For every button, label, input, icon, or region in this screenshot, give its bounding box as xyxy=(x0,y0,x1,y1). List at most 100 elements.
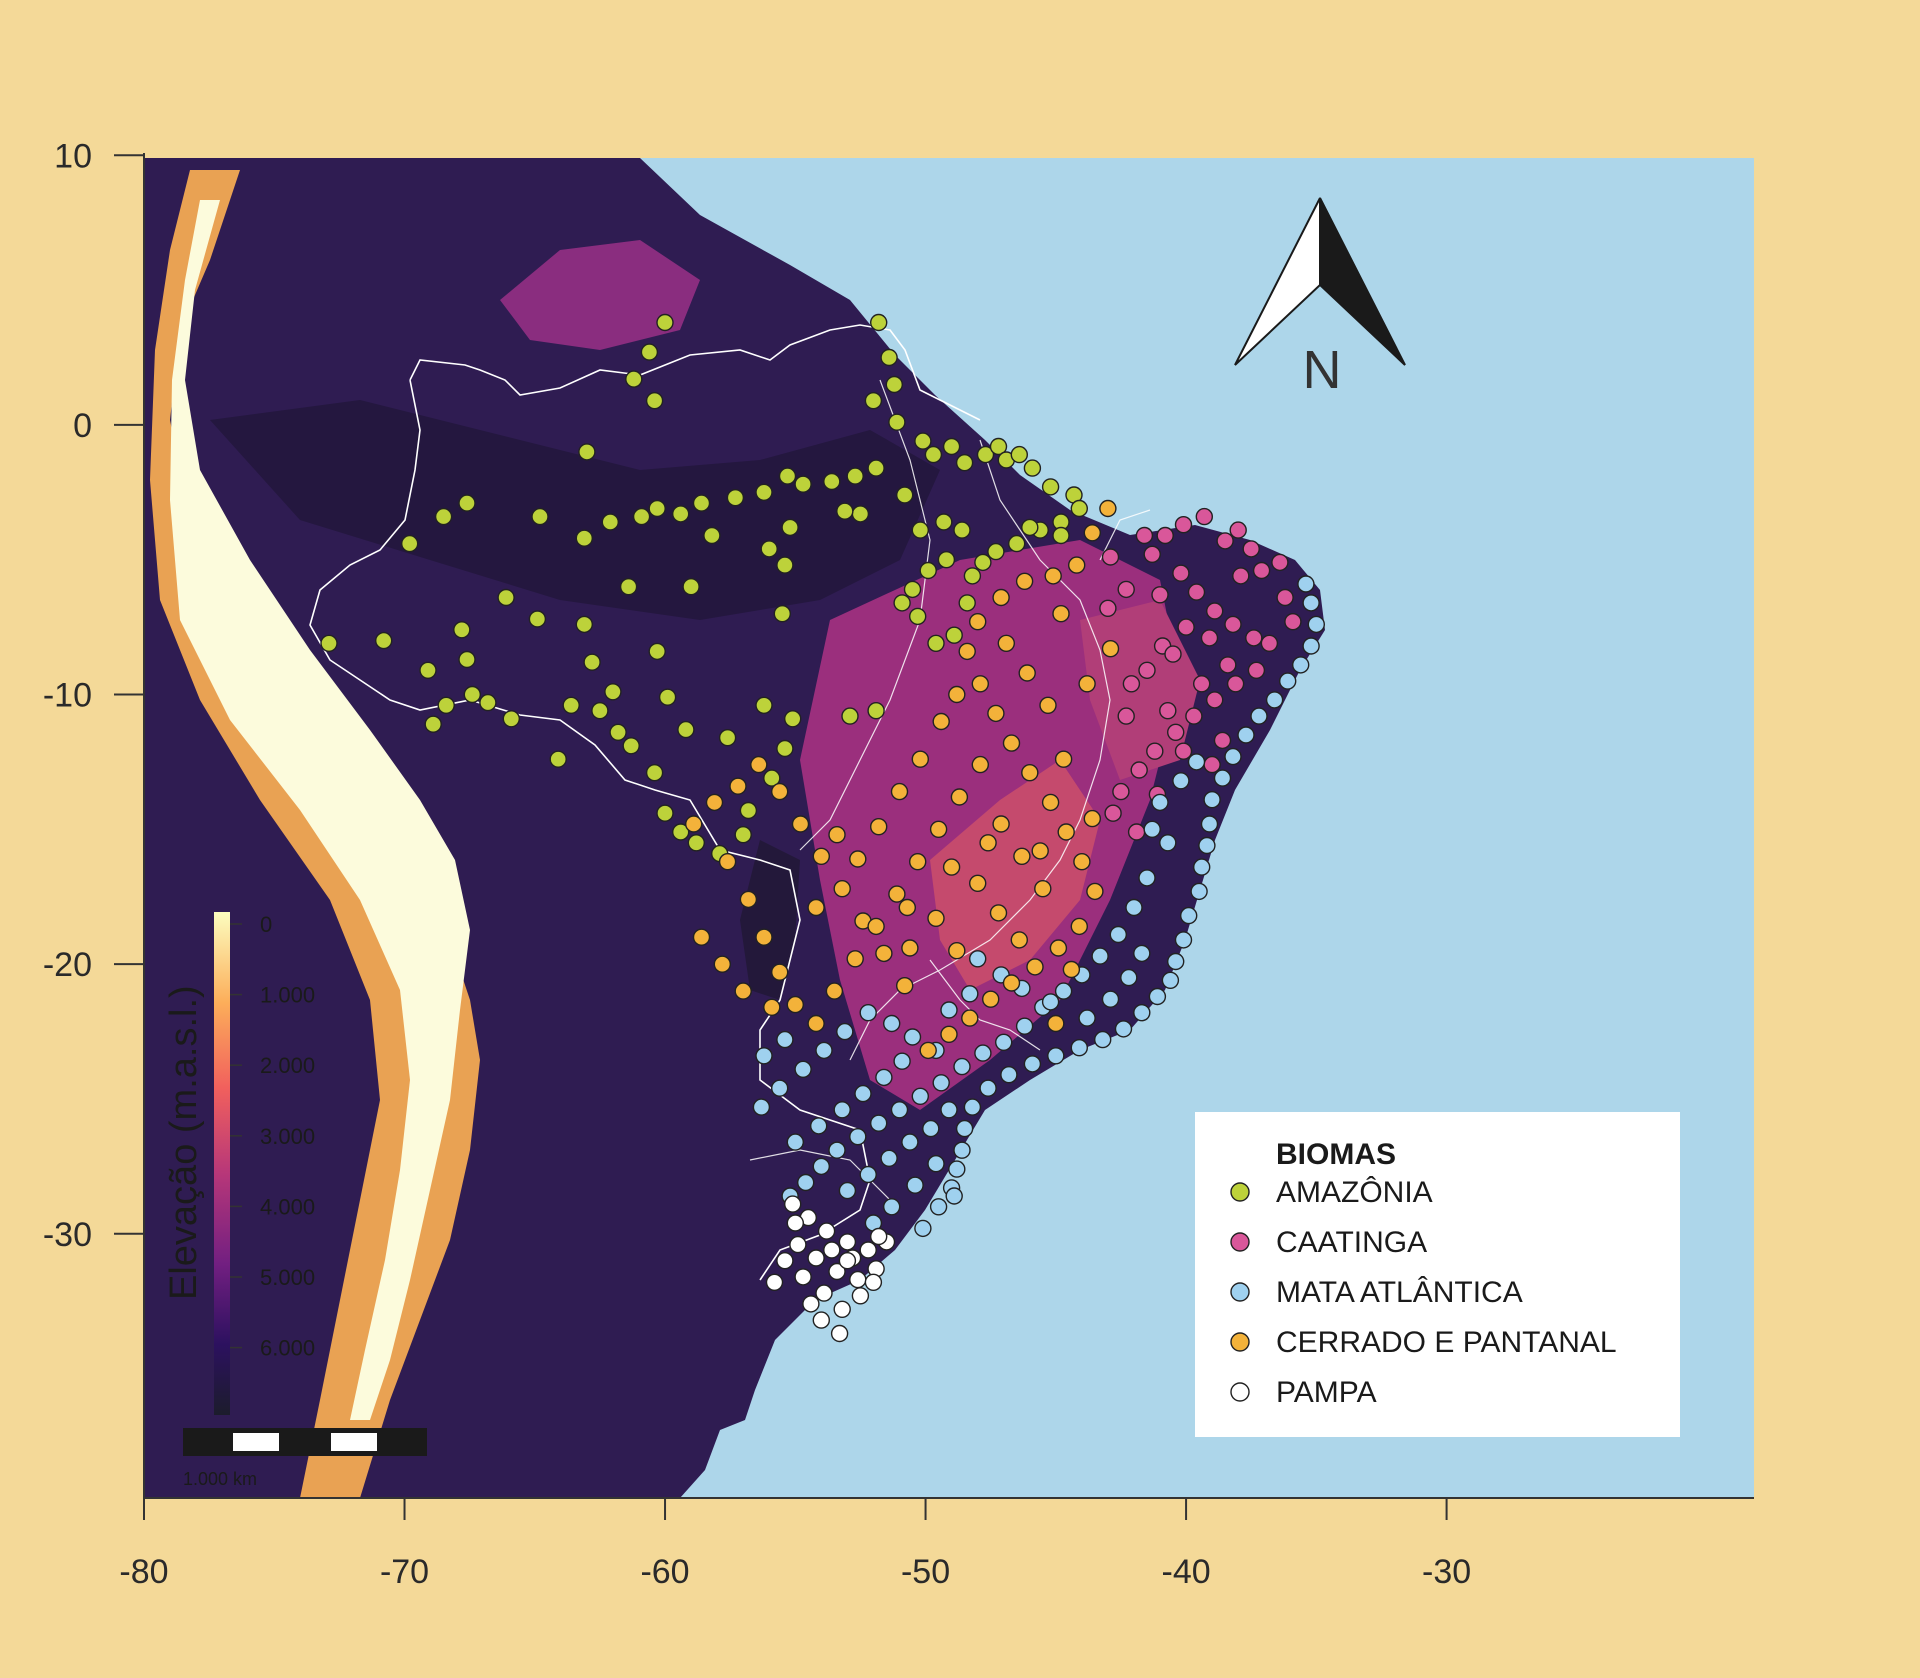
point-amazonia xyxy=(776,739,794,758)
point-amazonia xyxy=(604,683,622,701)
point-mata_atlantica xyxy=(906,1176,924,1194)
legend-marker-caatinga xyxy=(1230,1232,1250,1252)
point-amazonia xyxy=(672,823,690,841)
point-amazonia xyxy=(479,693,497,712)
point-cerrado_pantanal xyxy=(807,898,825,917)
point-cerrado_pantanal xyxy=(971,675,989,693)
point-mata_atlantica xyxy=(849,1127,867,1146)
point-cerrado_pantanal xyxy=(1083,809,1102,828)
y-tick-label: -20 xyxy=(43,946,92,984)
map-panel xyxy=(144,158,1754,1498)
point-amazonia xyxy=(924,445,943,464)
point-pampa xyxy=(784,1195,802,1213)
point-cerrado_pantanal xyxy=(771,963,789,981)
point-amazonia xyxy=(583,653,601,671)
point-amazonia xyxy=(578,443,596,461)
point-caatinga xyxy=(1226,675,1245,693)
andes-high-peaks xyxy=(170,200,470,1420)
elevation-colorbar: 0 1.000 2.000 3.000 4.000 5.000 6.000 Elevação… xyxy=(163,912,315,1415)
point-amazonia xyxy=(903,580,922,599)
point-cerrado_pantanal xyxy=(1026,958,1044,976)
point-caatinga xyxy=(1099,599,1117,617)
point-cerrado_pantanal xyxy=(1054,750,1073,768)
point-mata_atlantica xyxy=(1047,1047,1065,1065)
point-amazonia xyxy=(703,526,721,545)
point-amazonia xyxy=(914,432,932,450)
x-tick-label: -50 xyxy=(901,1553,950,1591)
point-mata_atlantica xyxy=(859,1165,877,1184)
point-mata_atlantica xyxy=(927,1154,945,1173)
legend-marker-mata_atlantica xyxy=(1230,1282,1250,1302)
legend: BIOMAS AMAZÔNIA CAATINGA MATA ATLÂNTICA CER… xyxy=(1195,1112,1680,1437)
colorbar-label: 1.000 xyxy=(260,983,315,1008)
point-amazonia xyxy=(1010,445,1028,464)
point-mata_atlantica xyxy=(833,1101,851,1119)
point-amazonia xyxy=(575,529,593,547)
point-mata_atlantica xyxy=(945,1187,963,1205)
point-cerrado_pantanal xyxy=(1031,842,1049,860)
point-amazonia xyxy=(945,626,963,644)
point-pampa xyxy=(859,1241,877,1259)
point-cerrado_pantanal xyxy=(705,793,724,812)
point-pampa xyxy=(851,1287,870,1305)
point-amazonia xyxy=(864,392,883,410)
point-mata_atlantica xyxy=(948,1160,966,1178)
point-caatinga xyxy=(1166,723,1185,741)
point-caatinga xyxy=(1260,634,1279,652)
point-mata_atlantica xyxy=(903,1028,922,1046)
scale-bar-body xyxy=(183,1428,427,1456)
point-mata_atlantica xyxy=(893,1052,911,1070)
point-mata_atlantica xyxy=(1133,944,1151,963)
point-amazonia xyxy=(502,710,520,728)
point-cerrado_pantanal xyxy=(992,815,1010,833)
point-mata_atlantica xyxy=(1302,594,1320,612)
amazon-lowland xyxy=(210,400,940,620)
point-cerrado_pantanal xyxy=(1047,1014,1065,1033)
point-caatinga xyxy=(1245,629,1263,647)
point-cerrado_pantanal xyxy=(1062,960,1081,979)
y-tick-label: -30 xyxy=(43,1216,92,1254)
point-amazonia xyxy=(953,521,971,539)
point-caatinga xyxy=(1174,742,1193,760)
point-amazonia xyxy=(794,475,812,493)
point-cerrado_pantanal xyxy=(771,782,789,801)
point-cerrado_pantanal xyxy=(982,990,1000,1008)
point-cerrado_pantanal xyxy=(1039,696,1057,714)
point-cerrado_pantanal xyxy=(867,917,885,936)
legend-label-caatinga: CAATINGA xyxy=(1276,1226,1427,1259)
legend-title: BIOMAS xyxy=(1276,1138,1396,1171)
point-mata_atlantica xyxy=(953,1057,971,1076)
point-caatinga xyxy=(1205,602,1224,620)
point-caatinga xyxy=(1252,561,1271,580)
legend-label-pampa: PAMPA xyxy=(1276,1376,1377,1409)
point-mata_atlantica xyxy=(1291,656,1310,674)
point-caatinga xyxy=(1138,661,1156,679)
point-mata_atlantica xyxy=(786,1133,804,1151)
point-amazonia xyxy=(531,507,549,526)
point-mata_atlantica xyxy=(1161,971,1180,989)
point-mata_atlantica xyxy=(953,1141,971,1159)
point-amazonia xyxy=(622,737,640,755)
point-amazonia xyxy=(896,486,914,504)
north-arrow-icon: N xyxy=(1234,197,1406,400)
point-cerrado_pantanal xyxy=(1078,675,1096,693)
point-amazonia xyxy=(453,621,471,639)
point-amazonia xyxy=(625,370,643,388)
colorbar-gradient xyxy=(214,912,230,1415)
x-axis-ticks: -80 -70 -60 -50 -40 -30 xyxy=(119,1498,1471,1591)
point-mata_atlantica xyxy=(752,1098,771,1116)
point-mata_atlantica xyxy=(1203,791,1221,809)
point-cerrado_pantanal xyxy=(948,685,966,704)
point-cerrado_pantanal xyxy=(1044,567,1062,585)
y-tick-label: 10 xyxy=(54,137,92,175)
point-cerrado_pantanal xyxy=(969,874,987,892)
point-pampa xyxy=(786,1214,804,1232)
point-cerrado_pantanal xyxy=(828,826,846,844)
point-mata_atlantica xyxy=(1070,1038,1089,1057)
colorbar-label: 3.000 xyxy=(260,1124,315,1149)
point-cerrado_pantanal xyxy=(909,853,927,871)
point-caatinga xyxy=(1242,540,1260,558)
point-mata_atlantica xyxy=(870,1114,888,1132)
point-pampa xyxy=(823,1241,841,1259)
